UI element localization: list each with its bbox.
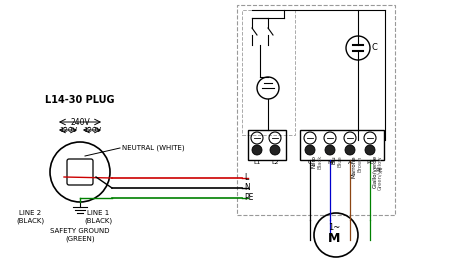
Circle shape <box>325 145 335 155</box>
Bar <box>248 130 286 160</box>
Circle shape <box>270 145 280 155</box>
Text: L1: L1 <box>253 160 261 165</box>
Text: A: A <box>348 160 352 165</box>
Text: Black: Black <box>318 155 323 169</box>
Circle shape <box>252 145 262 155</box>
Text: 240V: 240V <box>70 118 90 127</box>
Text: LINE 2
(BLACK): LINE 2 (BLACK) <box>16 210 44 224</box>
Circle shape <box>365 145 375 155</box>
Text: 120V: 120V <box>83 127 101 133</box>
Text: PE: PE <box>375 167 383 173</box>
Text: SAFETY GROUND
(GREEN): SAFETY GROUND (GREEN) <box>50 228 110 241</box>
Text: Brown: Brown <box>358 155 363 172</box>
Circle shape <box>345 145 355 155</box>
Circle shape <box>305 145 315 155</box>
Bar <box>242 10 295 135</box>
Text: L14-30 PLUG: L14-30 PLUG <box>45 95 115 105</box>
Text: N: N <box>244 184 250 193</box>
Text: 1~: 1~ <box>328 222 340 232</box>
Bar <box>300 130 384 160</box>
Text: Blu: Blu <box>332 155 337 164</box>
Text: L2: L2 <box>271 160 279 165</box>
Text: M: M <box>328 232 340 244</box>
Text: Giallo/verde: Giallo/verde <box>372 155 377 188</box>
Text: PE: PE <box>366 160 374 165</box>
Text: L: L <box>244 173 248 182</box>
Text: 120V: 120V <box>59 127 77 133</box>
Text: M: M <box>328 160 333 165</box>
Text: Nero: Nero <box>312 155 317 168</box>
Text: C: C <box>308 160 312 165</box>
Bar <box>237 5 395 215</box>
Text: PE: PE <box>244 193 254 202</box>
Text: Marrone: Marrone <box>352 155 357 178</box>
Text: LINE 1
(BLACK): LINE 1 (BLACK) <box>84 210 112 224</box>
Text: C: C <box>372 44 378 53</box>
Text: NEUTRAL (WHITE): NEUTRAL (WHITE) <box>122 145 185 151</box>
Text: Blue: Blue <box>338 155 343 167</box>
Text: Green/yellow: Green/yellow <box>378 155 383 190</box>
